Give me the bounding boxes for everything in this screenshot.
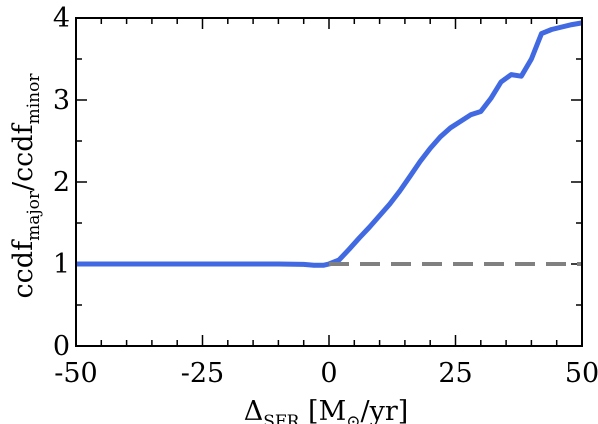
y-tick-label: 0 xyxy=(53,331,70,362)
y-axis-label: ccdfmajor/ccdfminor xyxy=(8,73,44,299)
axis-ticks xyxy=(75,17,583,347)
x-tick-label: 50 xyxy=(565,358,598,389)
plot-frame xyxy=(75,17,583,347)
x-tick-label: 25 xyxy=(438,358,472,389)
x-tick-label: 0 xyxy=(320,358,337,389)
series-group xyxy=(76,20,583,268)
y-tick-label: 2 xyxy=(53,167,70,198)
y-tick-label: 1 xyxy=(53,249,70,280)
tick-labels: -50 -25 0 25 50 0 1 2 3 4 xyxy=(53,3,598,389)
x-axis-label: ΔSFR [M⊙/yr] xyxy=(244,396,409,424)
ratio-line xyxy=(76,20,583,268)
x-tick-label: -25 xyxy=(181,358,224,389)
y-tick-label: 3 xyxy=(53,85,70,116)
x-tick-label: -50 xyxy=(54,358,97,389)
y-tick-label: 4 xyxy=(53,3,70,34)
